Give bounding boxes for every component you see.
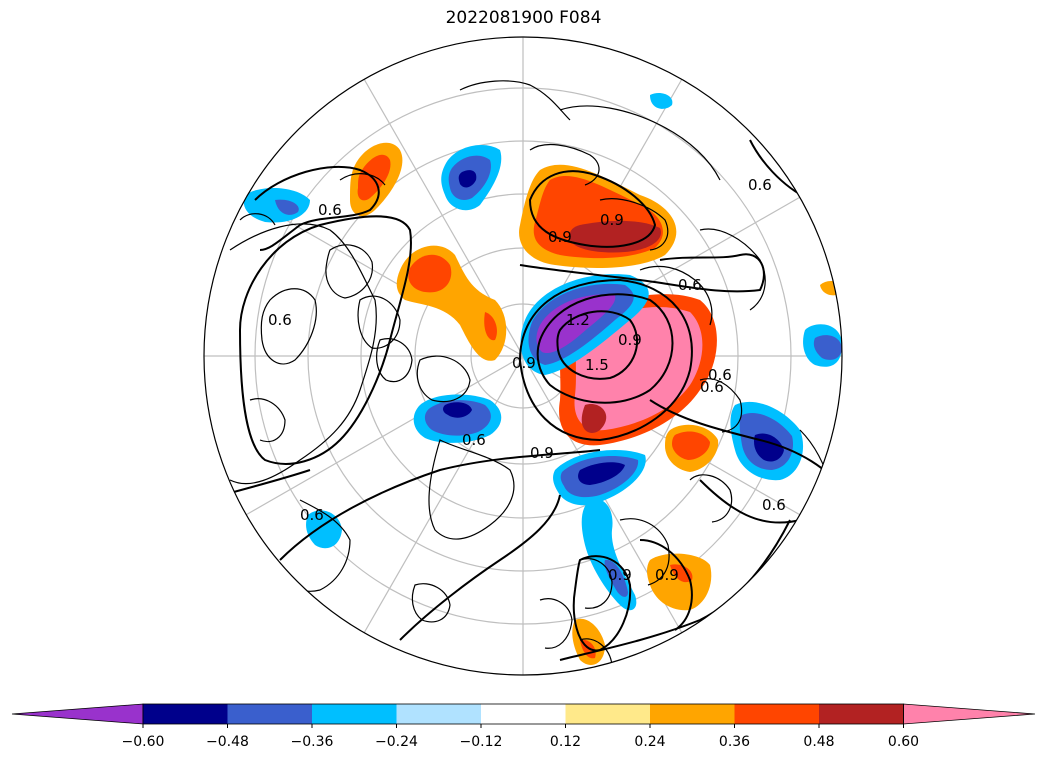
contour-label: 0.6 bbox=[762, 496, 786, 514]
colorbar-extend-low bbox=[11, 703, 144, 725]
contour-label: 0.6 bbox=[748, 176, 772, 194]
colorbar-tick-label: −0.60 bbox=[122, 734, 165, 750]
colorbar-tick-label: 0.48 bbox=[803, 734, 834, 750]
contour-labels: 0.6 0.9 0.6 0.9 0.6 1.2 0.9 1.5 0.9 0.6 … bbox=[268, 176, 786, 584]
polar-map: 0.6 0.9 0.6 0.9 0.6 1.2 0.9 1.5 0.9 0.6 … bbox=[203, 36, 843, 676]
colorbar-segment bbox=[396, 704, 482, 724]
colorbar-segment bbox=[650, 704, 735, 724]
map-boundary bbox=[203, 36, 843, 676]
contour-label: 1.2 bbox=[566, 311, 590, 329]
contour-label: 0.9 bbox=[608, 566, 632, 584]
map-title: 2022081900 F084 bbox=[445, 8, 602, 28]
contour-label: 0.6 bbox=[708, 366, 732, 384]
colorbar-segment bbox=[143, 704, 228, 724]
colorbar-segment bbox=[819, 704, 904, 724]
colorbar-tick-label: 0.60 bbox=[888, 734, 919, 750]
colorbar-segment bbox=[565, 704, 651, 724]
colorbar-tick-label: −0.48 bbox=[206, 734, 249, 750]
contour-label: 0.9 bbox=[655, 566, 679, 584]
colorbar-segment bbox=[312, 704, 397, 724]
colorbar-tick-label: 0.24 bbox=[634, 734, 665, 750]
positive-anomaly-west bbox=[396, 245, 507, 361]
contour-label: 0.6 bbox=[678, 276, 702, 294]
contour-label: 0.6 bbox=[700, 378, 724, 396]
colorbar-tick-label: 0.36 bbox=[719, 734, 750, 750]
positive-anomaly-southeast bbox=[647, 553, 712, 611]
contour-label: 0.9 bbox=[548, 228, 572, 246]
colorbar-segment bbox=[227, 704, 313, 724]
height-contours bbox=[204, 139, 842, 661]
contour-label: 0.9 bbox=[512, 354, 536, 372]
colorbar-tick-label: −0.36 bbox=[291, 734, 334, 750]
colorbar-extend-high bbox=[903, 703, 1036, 725]
contour-label: 0.9 bbox=[600, 211, 624, 229]
colorbar-outline bbox=[142, 703, 904, 725]
contour-label: 1.5 bbox=[585, 356, 609, 374]
colorbar-tick-label: 0.12 bbox=[550, 734, 581, 750]
contour-label: 0.6 bbox=[268, 311, 292, 329]
contour-label: 0.9 bbox=[618, 331, 642, 349]
colorbar-segment bbox=[481, 704, 566, 724]
contour-label: 0.6 bbox=[318, 201, 342, 219]
colorbar-segment bbox=[734, 704, 820, 724]
contour-label: 0.6 bbox=[462, 431, 486, 449]
colorbar-tick-label: −0.12 bbox=[460, 734, 503, 750]
contour-label: 0.6 bbox=[300, 506, 324, 524]
colorbar-tick-label: −0.24 bbox=[375, 734, 418, 750]
negative-anomaly-scandinavia bbox=[581, 499, 637, 611]
contour-label: 0.9 bbox=[530, 444, 554, 462]
